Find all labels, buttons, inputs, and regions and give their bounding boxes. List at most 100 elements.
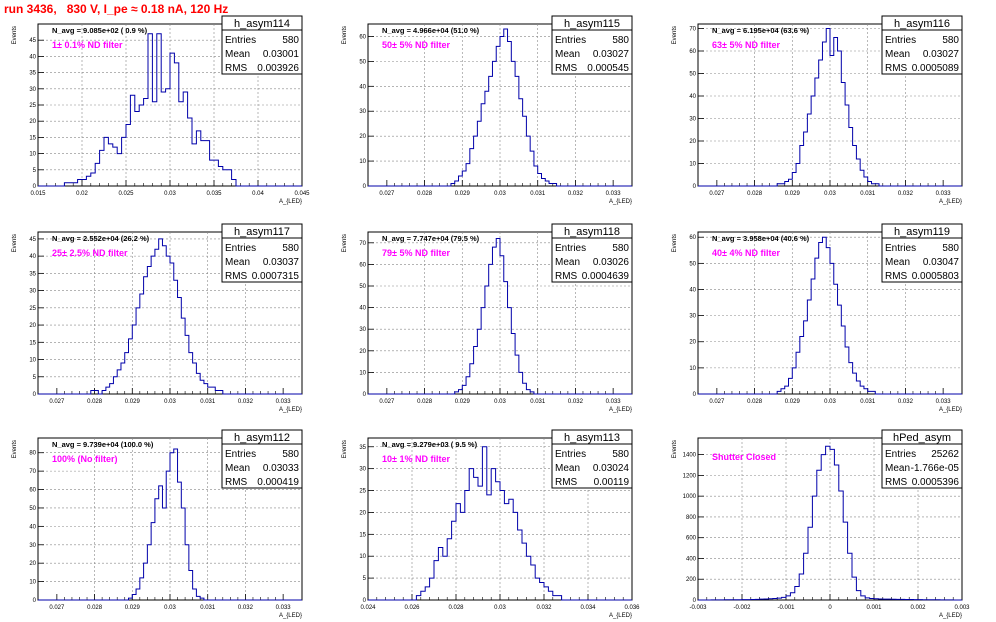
x-tick-label: 0.031 (860, 399, 876, 405)
stats-value-mean: 0.03027 (593, 49, 630, 60)
histogram-name: h_asym119 (894, 226, 950, 238)
stats-label-entries: Entries (555, 243, 586, 254)
y-tick-label: 70 (359, 241, 366, 247)
histogram-panel-h_asym117: 0.027 0.028 0.029 0.03 0.031 0.032 0.033 0 5 10 15… (12, 223, 303, 413)
x-tick-label: 0.025 (118, 191, 134, 197)
x-tick-label: -0.001 (777, 605, 795, 611)
y-axis-title: Events (342, 234, 348, 252)
stats-label-entries: Entries (225, 35, 256, 46)
x-tick-label: 0.032 (898, 191, 914, 197)
histogram-name: hPed_asym (893, 432, 951, 444)
navg-label: N_avg = 9.085e+02 ( 0.9 %) (52, 26, 148, 35)
y-tick-label: 10 (359, 370, 366, 376)
stats-value-rms: 0.0005089 (912, 63, 960, 74)
stats-value-mean: 0.03027 (923, 49, 960, 60)
stats-box-frame (221, 15, 303, 75)
y-tick-label: 15 (359, 532, 366, 538)
histogram-panel-h_asym119: 0.027 0.028 0.029 0.03 0.031 0.032 0.033 0 10 20 3… (672, 223, 963, 413)
y-axis-title: Events (12, 234, 18, 252)
stats-box: h_asym119 Entries 580 Mean 0.03047 RMS 0.00058… (881, 223, 963, 283)
y-tick-label: 20 (29, 119, 36, 125)
navg-label: N_avg = 7.747e+04 (79.5 %) (382, 234, 480, 243)
stats-label-entries: Entries (225, 449, 256, 460)
y-tick-label: 45 (29, 237, 36, 243)
x-tick-label: 0.024 (360, 605, 376, 611)
navg-label: N_avg = 9.279e+03 ( 9.5 %) (382, 440, 478, 449)
x-tick-label: 0.02 (76, 191, 88, 197)
y-tick-label: 0 (33, 184, 37, 190)
x-tick-label: 0.032 (238, 399, 254, 405)
x-tick-label: 0.031 (860, 191, 876, 197)
y-tick-label: 0 (693, 184, 697, 190)
stats-label-rms: RMS (885, 271, 908, 282)
x-axis-title: A_{LED} (279, 407, 302, 413)
histogram-name: h_asym118 (564, 226, 620, 238)
stats-label-rms: RMS (555, 63, 578, 74)
stats-box-frame (881, 429, 963, 489)
x-tick-label: 0.028 (747, 399, 763, 405)
x-tick-label: 0.045 (294, 191, 310, 197)
x-tick-label: 0.028 (417, 191, 433, 197)
stats-value-entries: 580 (612, 35, 629, 46)
y-tick-label: 20 (359, 510, 366, 516)
y-tick-label: 60 (359, 262, 366, 268)
x-tick-label: 0.034 (580, 605, 596, 611)
stats-value-mean: 0.03033 (263, 463, 300, 474)
filter-annotation: 100% (No filter) (52, 454, 118, 464)
histogram-series (38, 33, 302, 187)
x-tick-label: 0 (828, 605, 832, 611)
filter-annotation: Shutter Closed (712, 452, 776, 462)
y-tick-label: 30 (689, 314, 696, 320)
x-tick-label: 0.035 (206, 191, 222, 197)
histogram-name: h_asym115 (564, 18, 620, 30)
y-tick-label: 30 (689, 117, 696, 123)
y-tick-label: 40 (359, 306, 366, 312)
y-tick-label: 1000 (683, 494, 697, 500)
histogram-name: h_asym112 (234, 432, 290, 444)
y-tick-label: 20 (29, 561, 36, 567)
x-tick-label: 0.028 (747, 191, 763, 197)
x-axis-title: A_{LED} (279, 613, 302, 619)
stats-value-mean: 0.03001 (263, 49, 300, 60)
x-tick-label: 0.028 (448, 605, 464, 611)
y-tick-label: 60 (689, 49, 696, 55)
y-tick-label: 40 (29, 524, 36, 530)
y-axis-title: Events (672, 26, 678, 44)
y-tick-label: 70 (689, 27, 696, 33)
x-tick-label: 0.031 (200, 605, 216, 611)
x-tick-label: 0.027 (709, 191, 725, 197)
x-axis-title: A_{LED} (279, 199, 302, 205)
histogram-series (698, 445, 962, 601)
x-axis-title: A_{LED} (609, 613, 632, 619)
y-tick-label: 0 (363, 598, 367, 604)
y-tick-label: 0 (33, 598, 37, 604)
x-tick-label: 0.003 (954, 605, 970, 611)
y-tick-label: 80 (29, 451, 36, 457)
filter-annotation: 1± 0.1% ND filter (52, 40, 123, 50)
stats-box-frame (221, 223, 303, 283)
stats-box: h_asym116 Entries 580 Mean 0.03027 RMS 0.00050… (881, 15, 963, 75)
x-tick-label: 0.027 (49, 399, 65, 405)
x-tick-label: 0.029 (125, 399, 141, 405)
x-tick-label: 0.029 (455, 191, 471, 197)
y-tick-label: 10 (29, 152, 36, 158)
y-tick-label: 400 (686, 556, 697, 562)
stats-label-entries: Entries (885, 35, 916, 46)
y-tick-label: 25 (29, 306, 36, 312)
x-tick-label: 0.032 (568, 399, 584, 405)
x-tick-label: 0.028 (87, 605, 103, 611)
y-tick-label: 10 (29, 358, 36, 364)
x-tick-label: 0.03 (164, 399, 176, 405)
stats-label-mean: Mean (225, 49, 250, 60)
y-tick-label: 0 (693, 598, 697, 604)
stats-value-entries: 25262 (931, 449, 959, 460)
histogram-series (698, 236, 962, 395)
stats-box: h_asym115 Entries 580 Mean 0.03027 RMS 0.00054… (551, 15, 633, 75)
y-tick-label: 20 (359, 349, 366, 355)
y-tick-label: 15 (29, 340, 36, 346)
x-tick-label: 0.027 (709, 399, 725, 405)
navg-label: N_avg = 2.552e+04 (26.2 %) (52, 234, 150, 243)
x-tick-label: 0.027 (49, 605, 65, 611)
y-tick-label: 40 (689, 94, 696, 100)
